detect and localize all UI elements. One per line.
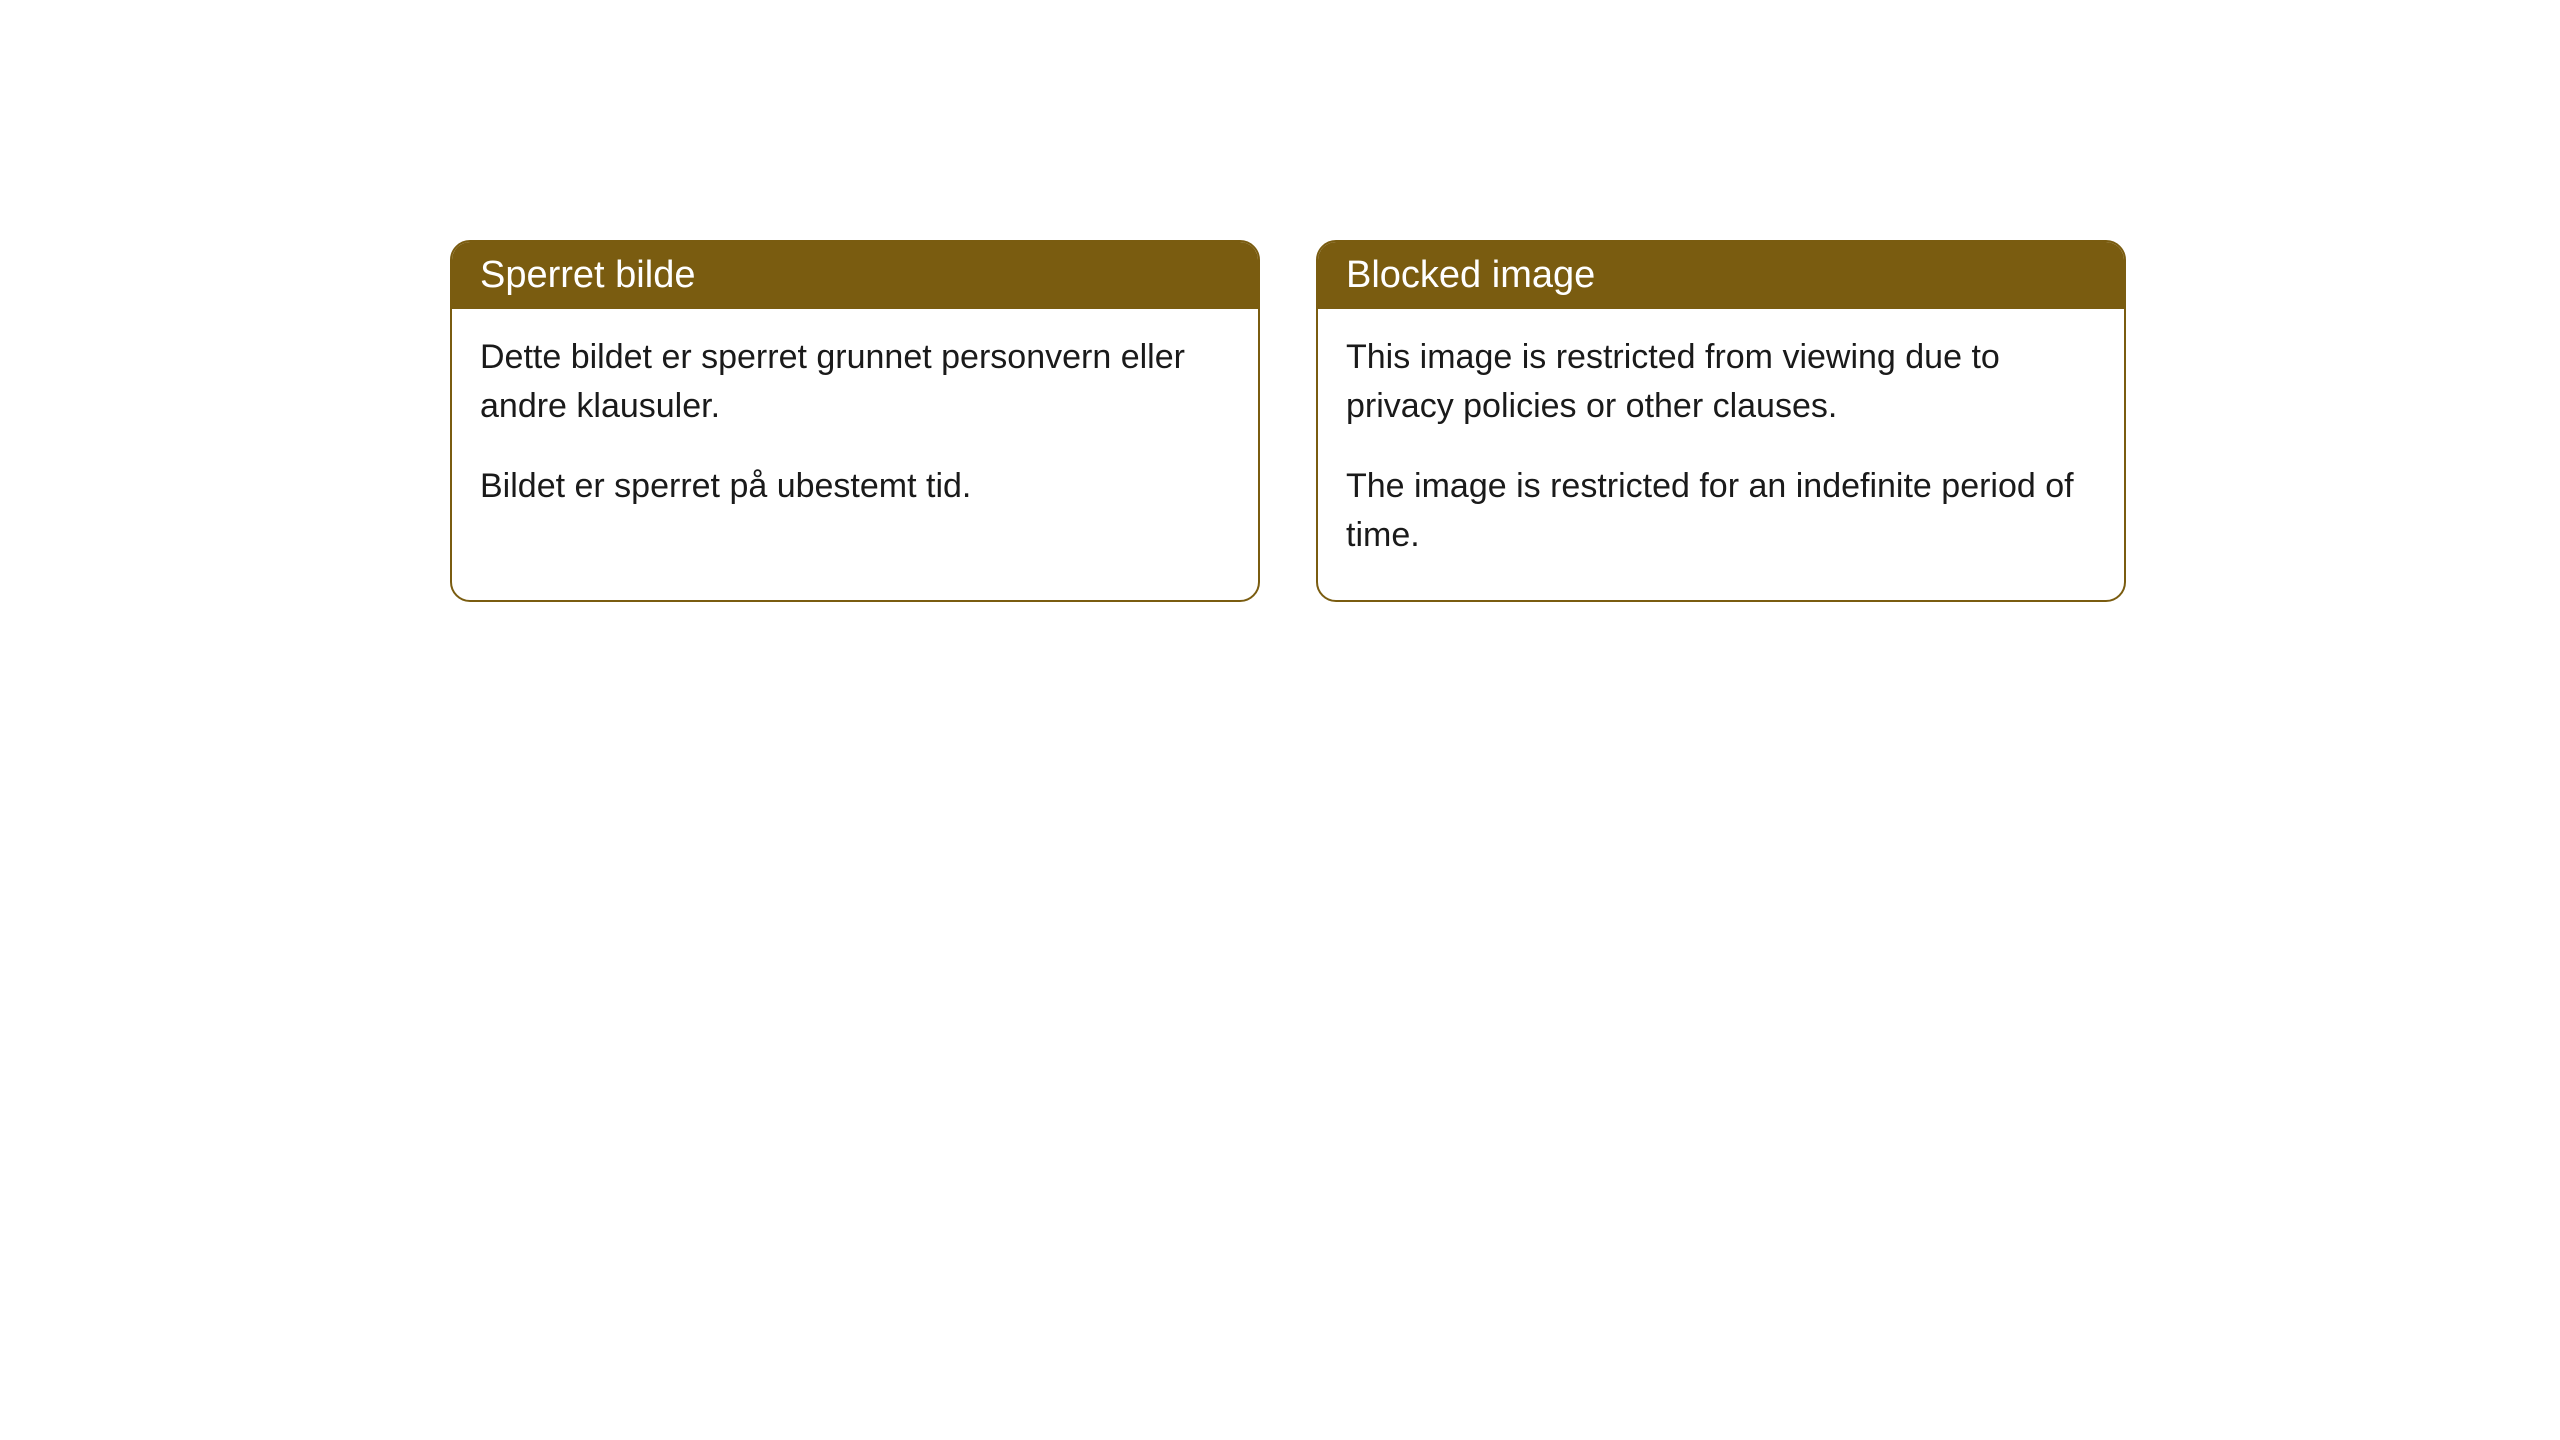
card-paragraph: The image is restricted for an indefinit… bbox=[1346, 462, 2096, 561]
card-paragraph: This image is restricted from viewing du… bbox=[1346, 333, 2096, 432]
card-paragraph: Bildet er sperret på ubestemt tid. bbox=[480, 462, 1230, 511]
card-body-norwegian: Dette bildet er sperret grunnet personve… bbox=[452, 309, 1258, 551]
card-header-english: Blocked image bbox=[1318, 242, 2124, 309]
notice-cards-container: Sperret bilde Dette bildet er sperret gr… bbox=[450, 240, 2560, 602]
card-body-english: This image is restricted from viewing du… bbox=[1318, 309, 2124, 600]
card-paragraph: Dette bildet er sperret grunnet personve… bbox=[480, 333, 1230, 432]
card-header-norwegian: Sperret bilde bbox=[452, 242, 1258, 309]
notice-card-english: Blocked image This image is restricted f… bbox=[1316, 240, 2126, 602]
card-title: Blocked image bbox=[1346, 254, 1595, 296]
card-title: Sperret bilde bbox=[480, 254, 695, 296]
notice-card-norwegian: Sperret bilde Dette bildet er sperret gr… bbox=[450, 240, 1260, 602]
